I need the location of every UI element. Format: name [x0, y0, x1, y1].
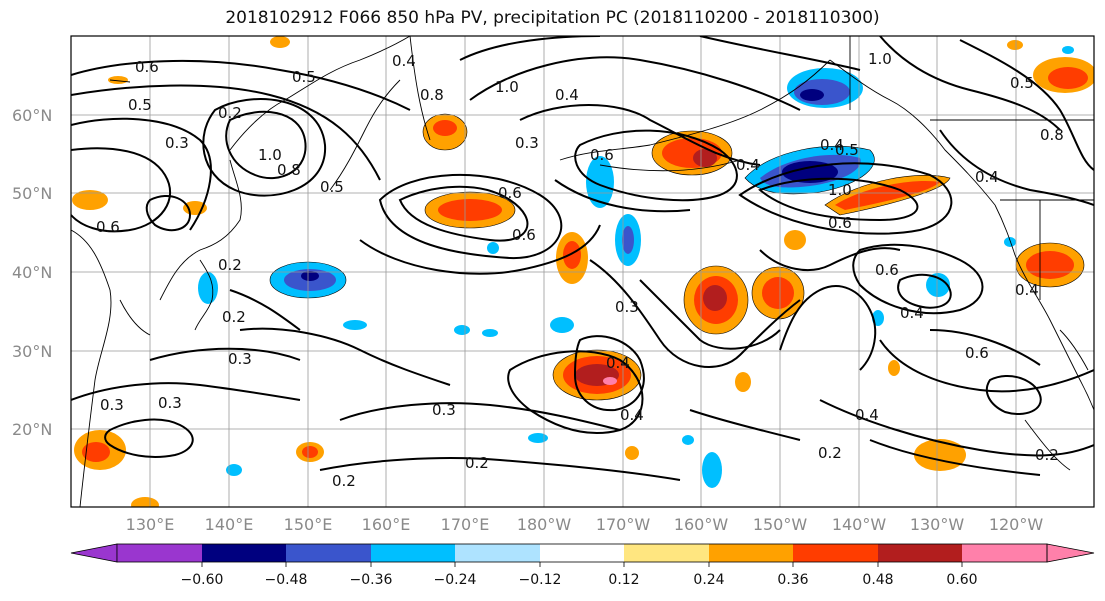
contour-label: 0.2	[465, 454, 489, 472]
contour-label: 0.4	[555, 86, 579, 104]
map-title: 2018102912 F066 850 hPa PV, precipitatio…	[225, 8, 880, 28]
contour-label: 0.6	[135, 58, 159, 76]
contour-label: 0.4	[620, 406, 644, 424]
colorbar-tick-label: −0.48	[265, 572, 308, 588]
contour-label: 0.4	[1015, 281, 1039, 299]
contour-label: 0.3	[432, 401, 456, 419]
contour-label: 0.6	[875, 261, 899, 279]
colorbar: −0.60 −0.48 −0.36 −0.24 −0.12 0.12 0.24 …	[70, 543, 1095, 588]
lon-label: 160°E	[362, 515, 411, 534]
colorbar-segment	[202, 544, 286, 562]
contour-label: 0.3	[100, 396, 124, 414]
lon-label: 160°W	[674, 515, 729, 534]
colorbar-segment	[455, 544, 540, 562]
contour-label: 0.6	[512, 226, 536, 244]
lat-label: 50°N	[12, 184, 52, 203]
colorbar-segment	[793, 544, 878, 562]
colorbar-tick-label: 0.12	[608, 572, 639, 588]
contour-label: 1.0	[868, 50, 892, 68]
colorbar-tick-label: −0.36	[350, 572, 393, 588]
contour-label: 0.2	[332, 472, 356, 490]
lon-label: 170°E	[441, 515, 490, 534]
contour-label: 0.4	[736, 156, 760, 174]
contour-label: 0.5	[1010, 74, 1034, 92]
contour-label: 0.4	[855, 406, 879, 424]
colorbar-tick-label: −0.60	[181, 572, 224, 588]
colorbar-segment	[286, 544, 371, 562]
colorbar-tick-label: −0.12	[519, 572, 562, 588]
contour-label: 0.2	[222, 308, 246, 326]
contour-label: 0.6	[96, 218, 120, 236]
contour-label: 0.3	[165, 134, 189, 152]
lon-label: 150°E	[284, 515, 333, 534]
contour-label: 0.4	[820, 136, 844, 154]
lon-label: 140°W	[832, 515, 887, 534]
contour-label: 0.3	[615, 298, 639, 316]
colorbar-frame	[116, 543, 1048, 563]
colorbar-tick-label: 0.36	[777, 572, 808, 588]
contour-label: 0.5	[292, 68, 316, 86]
contour-label: 0.8	[420, 86, 444, 104]
contour-label: 0.3	[158, 394, 182, 412]
longitude-labels: 130°E 140°E 150°E 160°E 170°E 180°W 170°…	[126, 515, 1044, 534]
contour-labels: 0.6 0.5 0.4 0.8 1.0 0.3 0.5 0.3 0.4 0.6 …	[96, 50, 1064, 490]
contour-label: 0.8	[1040, 126, 1064, 144]
lon-label: 120°W	[989, 515, 1044, 534]
map-frame	[70, 35, 1095, 508]
colorbar-underflow-arrow	[70, 543, 118, 563]
colorbar-segment	[878, 544, 962, 562]
graticule	[71, 36, 1094, 507]
colorbar-segment	[117, 544, 202, 562]
colorbar-segment	[371, 544, 455, 562]
contour-label: 0.6	[498, 184, 522, 202]
contour-label: 0.5	[320, 178, 344, 196]
contour-label: 0.2	[218, 256, 242, 274]
colorbar-overflow-arrow	[1046, 543, 1095, 563]
lon-label: 130°E	[126, 515, 175, 534]
lat-label: 20°N	[12, 420, 52, 439]
colorbar-segment	[962, 544, 1047, 562]
contour-label: 0.8	[277, 161, 301, 179]
contour-label: 1.0	[828, 181, 852, 199]
lat-label: 30°N	[12, 342, 52, 361]
colorbar-tick-label: 0.48	[862, 572, 893, 588]
contour-label: 0.2	[818, 444, 842, 462]
lat-label: 40°N	[12, 263, 52, 282]
map-panel: 0.6 0.5 0.4 0.8 1.0 0.3 0.5 0.3 0.4 0.6 …	[71, 36, 1094, 507]
contour-label: 0.4	[900, 304, 924, 322]
colorbar-tick-label: −0.24	[434, 572, 477, 588]
contour-label: 0.4	[606, 354, 630, 372]
positive-precip-anomalies	[72, 36, 1094, 507]
contour-label: 0.6	[965, 344, 989, 362]
pv-contours	[71, 36, 1094, 481]
lon-label: 180°W	[517, 515, 572, 534]
contour-label: 0.4	[975, 168, 999, 186]
colorbar-segment	[624, 544, 709, 562]
lon-label: 150°W	[753, 515, 808, 534]
coastlines	[71, 36, 1094, 507]
lat-label: 60°N	[12, 106, 52, 125]
contour-label: 0.4	[392, 52, 416, 70]
lon-label: 170°W	[596, 515, 651, 534]
colorbar-segment	[540, 544, 624, 562]
colorbar-tick-label: 0.60	[946, 572, 977, 588]
contour-label: 1.0	[258, 146, 282, 164]
contour-label: 0.5	[835, 141, 859, 159]
contour-label: 0.3	[228, 350, 252, 368]
contour-label: 0.3	[515, 134, 539, 152]
lon-label: 130°W	[910, 515, 965, 534]
latitude-labels: 60°N 50°N 40°N 30°N 20°N	[12, 106, 52, 439]
contour-label: 0.5	[128, 96, 152, 114]
lon-label: 140°E	[205, 515, 254, 534]
colorbar-tick-label: 0.24	[693, 572, 724, 588]
contour-label: 0.6	[590, 146, 614, 164]
contour-label: 1.0	[495, 78, 519, 96]
colorbar-segment	[709, 544, 793, 562]
contour-label: 0.2	[1035, 446, 1059, 464]
contour-label: 0.2	[218, 104, 242, 122]
contour-label: 0.6	[828, 214, 852, 232]
